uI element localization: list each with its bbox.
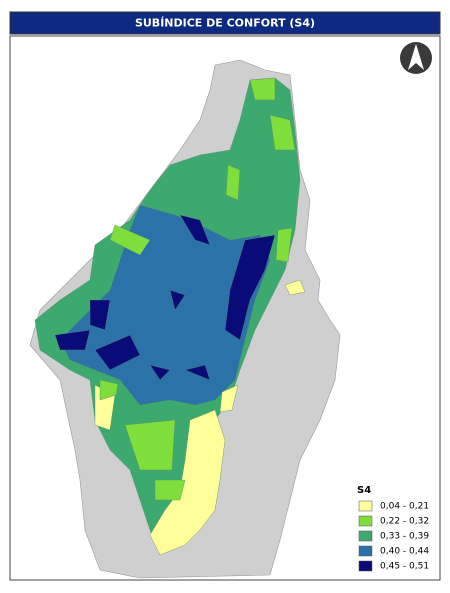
- zone: [124, 419, 176, 471]
- zone: [99, 379, 119, 401]
- legend-swatch: [358, 500, 373, 512]
- zone: [154, 479, 186, 501]
- title-bar: [9, 11, 441, 35]
- legend-swatch: [358, 560, 373, 572]
- zone: [109, 224, 151, 256]
- zone: [219, 384, 239, 413]
- legend-title: S4: [357, 485, 371, 496]
- zone: [225, 164, 241, 201]
- zone: [184, 364, 211, 381]
- zone: [269, 114, 296, 151]
- zones: [34, 77, 306, 556]
- zone: [89, 299, 111, 331]
- legend-label: 0,33 - 0,39: [380, 532, 429, 542]
- map-title: SUBÍNDICE DE CONFORT (S4): [135, 17, 315, 30]
- zone: [249, 77, 276, 101]
- zone: [94, 334, 141, 371]
- zone: [149, 364, 171, 381]
- legend-label: 0,22 - 0,32: [380, 517, 429, 527]
- north-arrow-needle: [408, 44, 424, 70]
- zone: [54, 329, 91, 351]
- legend-label: 0,45 - 0,51: [380, 562, 429, 572]
- zone: [169, 289, 186, 311]
- zone: [284, 279, 306, 296]
- legend-label: 0,40 - 0,44: [380, 547, 429, 557]
- legend: S4 0,04 - 0,21 0,22 - 0,32 0,33 - 0,39 0,40…: [357, 485, 429, 572]
- zone: [224, 234, 276, 341]
- legend-swatch: [358, 545, 373, 557]
- legend-swatch: [358, 530, 373, 542]
- zone: [179, 214, 211, 246]
- zone: [275, 227, 293, 263]
- legend-swatch: [358, 515, 373, 527]
- legend-label: 0,04 - 0,21: [380, 502, 429, 512]
